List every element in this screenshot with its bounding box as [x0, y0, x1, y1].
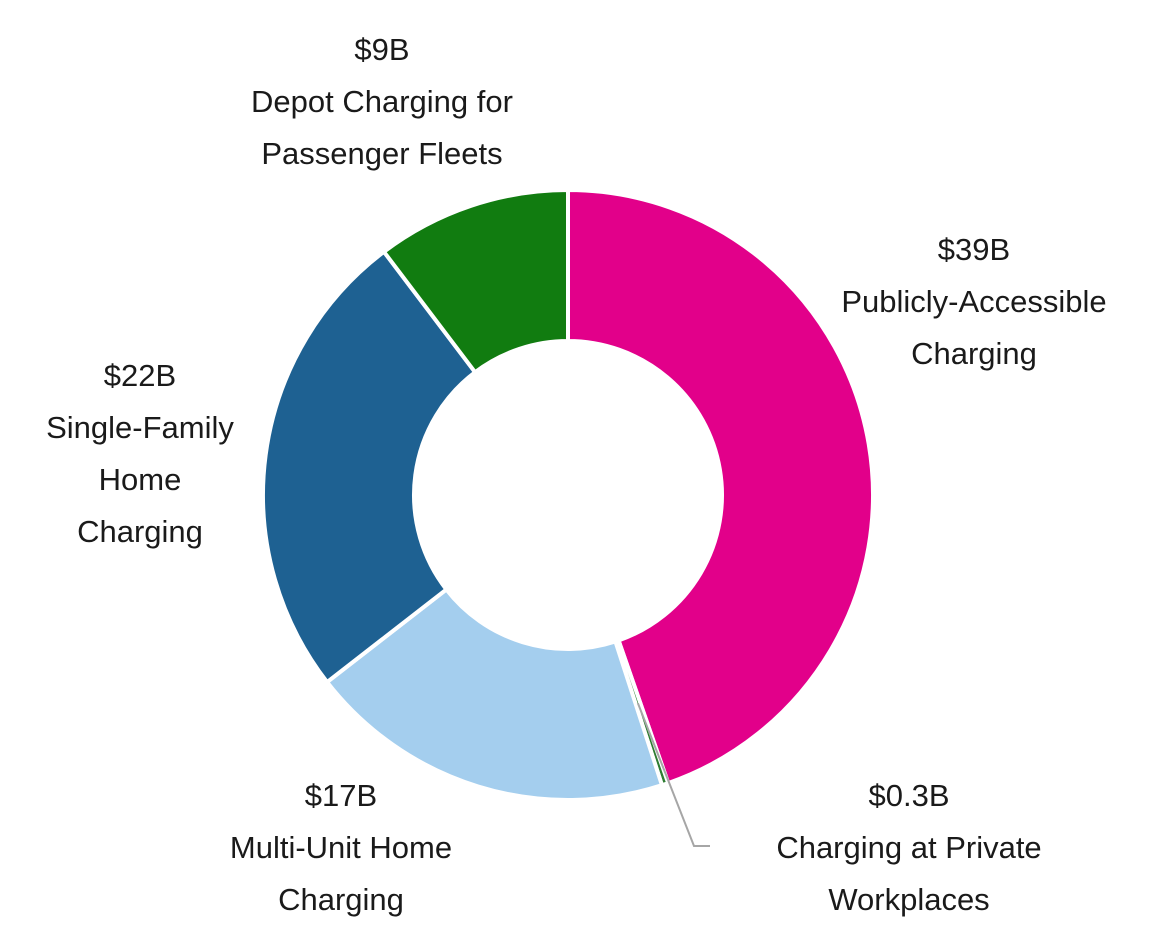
category-label: Publicly-Accessible: [841, 284, 1107, 319]
value-label: $22B: [103, 358, 177, 393]
label-single-family-home: $22B Single-Family Home Charging: [46, 350, 234, 558]
value-label: $0.3B: [868, 778, 950, 813]
category-label: Charging: [77, 514, 203, 549]
label-private-workplaces: $0.3B Charging at Private Workplaces: [776, 770, 1041, 926]
donut-slice-4: [381, 187, 570, 375]
label-multi-unit-home: $17B Multi-Unit Home Charging: [230, 770, 452, 926]
donut-slice-0: [566, 187, 875, 786]
value-label: $9B: [354, 32, 410, 67]
category-label: Charging: [278, 882, 404, 917]
label-publicly-accessible: $39B Publicly-Accessible Charging: [841, 224, 1106, 380]
value-label: $39B: [937, 232, 1011, 267]
category-label: Single-Family: [46, 410, 234, 445]
value-label: $17B: [304, 778, 378, 813]
leader-line: [636, 702, 710, 847]
category-label: Charging: [911, 336, 1037, 371]
category-label: Multi-Unit Home: [229, 830, 453, 865]
category-label: Home: [98, 462, 182, 497]
category-label: Workplaces: [828, 882, 990, 917]
category-label: Charging at Private: [776, 830, 1042, 865]
label-depot-charging: $9B Depot Charging for Passenger Fleets: [251, 24, 513, 180]
category-label: Passenger Fleets: [261, 136, 503, 171]
donut-slice-2: [324, 586, 665, 802]
category-label: Depot Charging for: [251, 84, 513, 119]
donut-slice-3: [261, 248, 478, 685]
